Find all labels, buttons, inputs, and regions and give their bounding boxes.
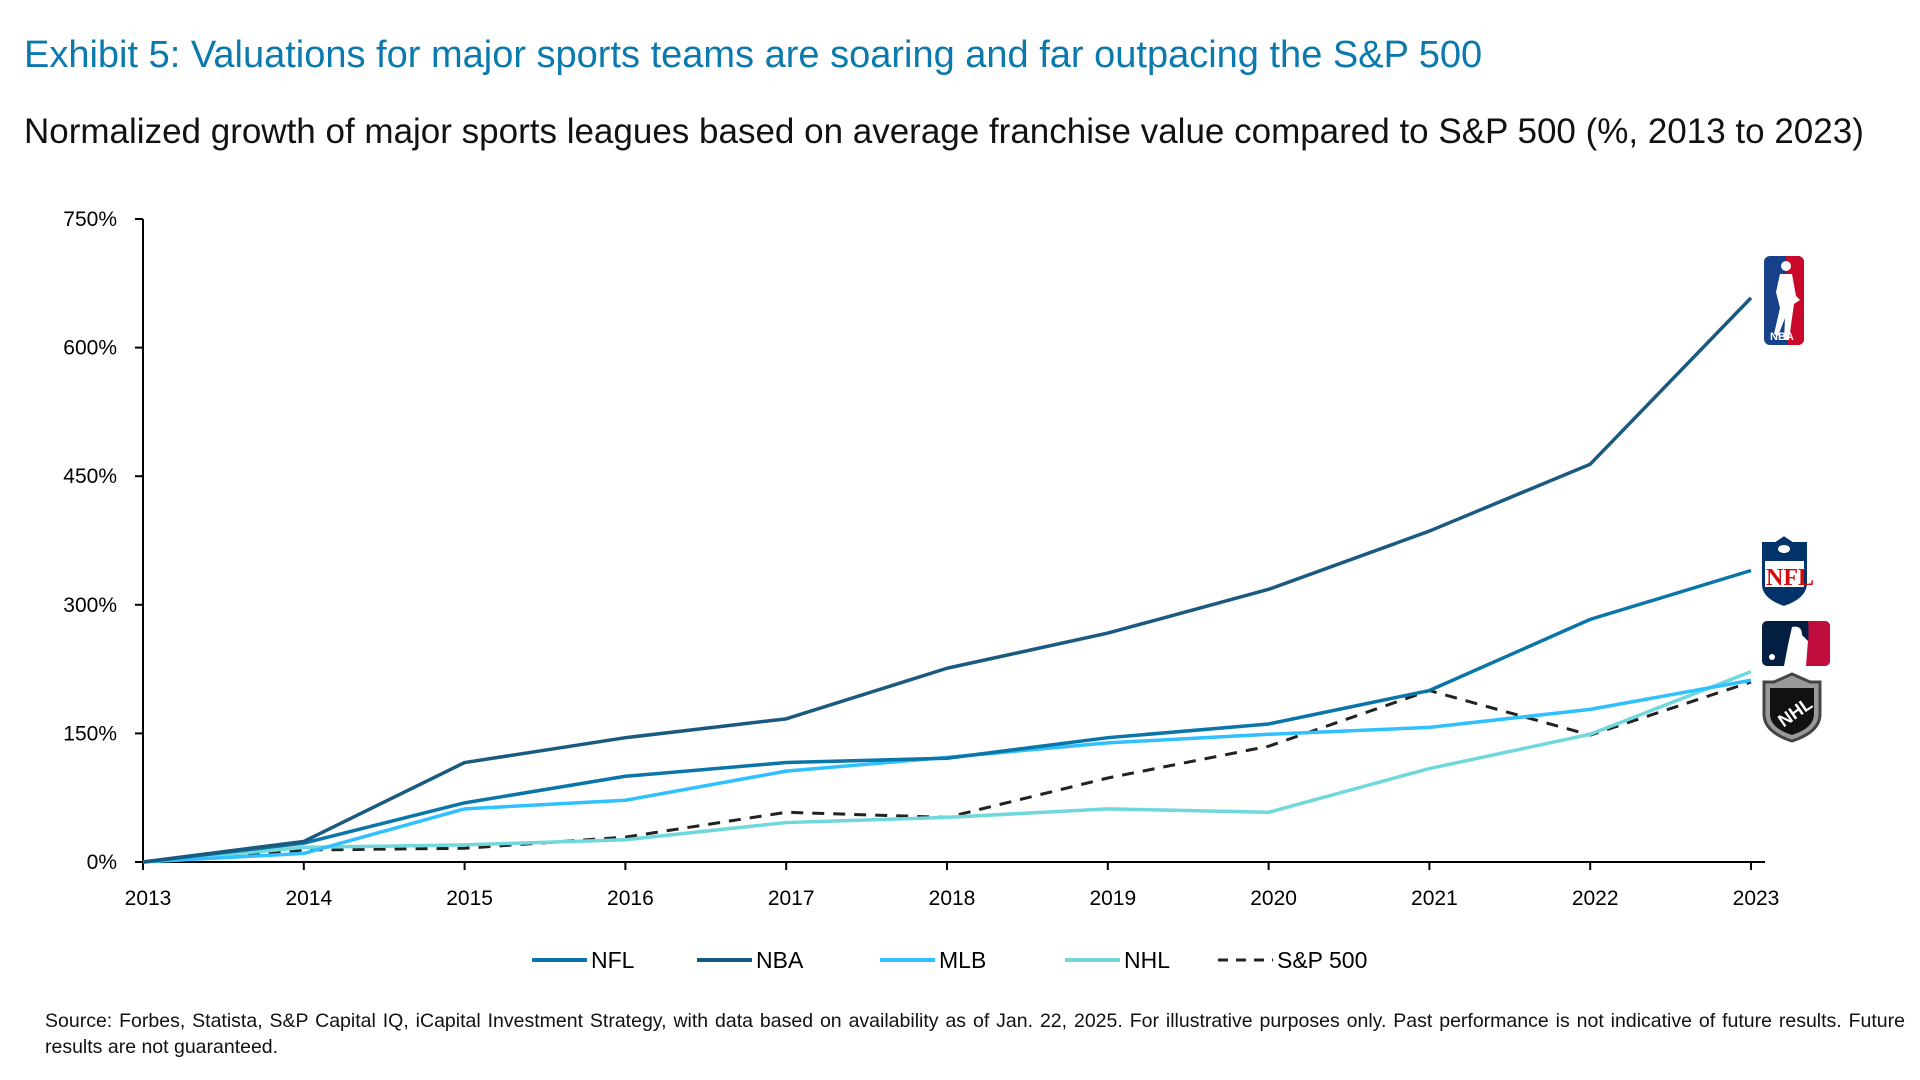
nba-logo: NBA [1764, 256, 1804, 345]
legend-label: NFL [591, 947, 635, 973]
y-tick-label: 600% [63, 337, 117, 360]
legend-label: S&P 500 [1277, 947, 1367, 973]
nfl-logo: NFL [1759, 533, 1814, 609]
svg-text:NFL: NFL [1766, 565, 1814, 591]
series-line-s-p-500 [142, 680, 1752, 864]
x-tick-label: 2017 [768, 887, 815, 910]
y-tick-label: 150% [63, 722, 117, 745]
x-tick-label: 2015 [446, 887, 493, 910]
mlb-logo [1762, 621, 1830, 666]
x-tick-label: 2021 [1411, 887, 1458, 910]
legend-label: NHL [1124, 947, 1170, 973]
y-tick-label: 750% [63, 208, 117, 231]
nhl-logo: NHL [1762, 672, 1822, 743]
x-tick-label: 2019 [1089, 887, 1136, 910]
y-tick-label: 0% [87, 851, 117, 874]
series-line-nhl [142, 670, 1752, 864]
source-note: Source: Forbes, Statista, S&P Capital IQ… [45, 1010, 1905, 1058]
league-logos: NBA NFL NHL [1759, 256, 1830, 743]
series-line-mlb [142, 678, 1752, 864]
axes: 0% 150% 300% 450% 600% 750% 2013 2014 2015 2016 20… [63, 208, 1779, 910]
x-tick-label: 2020 [1250, 887, 1297, 910]
x-tick-label: 2022 [1572, 887, 1619, 910]
x-tick-label: 2023 [1733, 887, 1780, 910]
x-tick-label: 2016 [607, 887, 654, 910]
series-lines [142, 296, 1753, 864]
chart-subtitle: Normalized growth of major sports league… [24, 112, 1864, 151]
chart-title: Exhibit 5: Valuations for major sports t… [24, 34, 1483, 76]
series-line-nba [142, 296, 1753, 864]
series-line-nfl [142, 568, 1752, 864]
line-chart: 0% 150% 300% 450% 600% 750% 2013 2014 2015 2016 20… [63, 208, 1830, 973]
legend-label: NBA [756, 947, 804, 973]
y-tick-label: 450% [63, 465, 117, 488]
x-tick-label: 2018 [929, 887, 976, 910]
x-tick-label: 2014 [285, 887, 332, 910]
x-tick-label: 2013 [125, 887, 172, 910]
y-tick-label: 300% [63, 594, 117, 617]
legend: NFL NBA MLB NHL S&P 500 [532, 947, 1367, 973]
svg-text:NBA: NBA [1770, 331, 1794, 343]
legend-label: MLB [939, 947, 986, 973]
